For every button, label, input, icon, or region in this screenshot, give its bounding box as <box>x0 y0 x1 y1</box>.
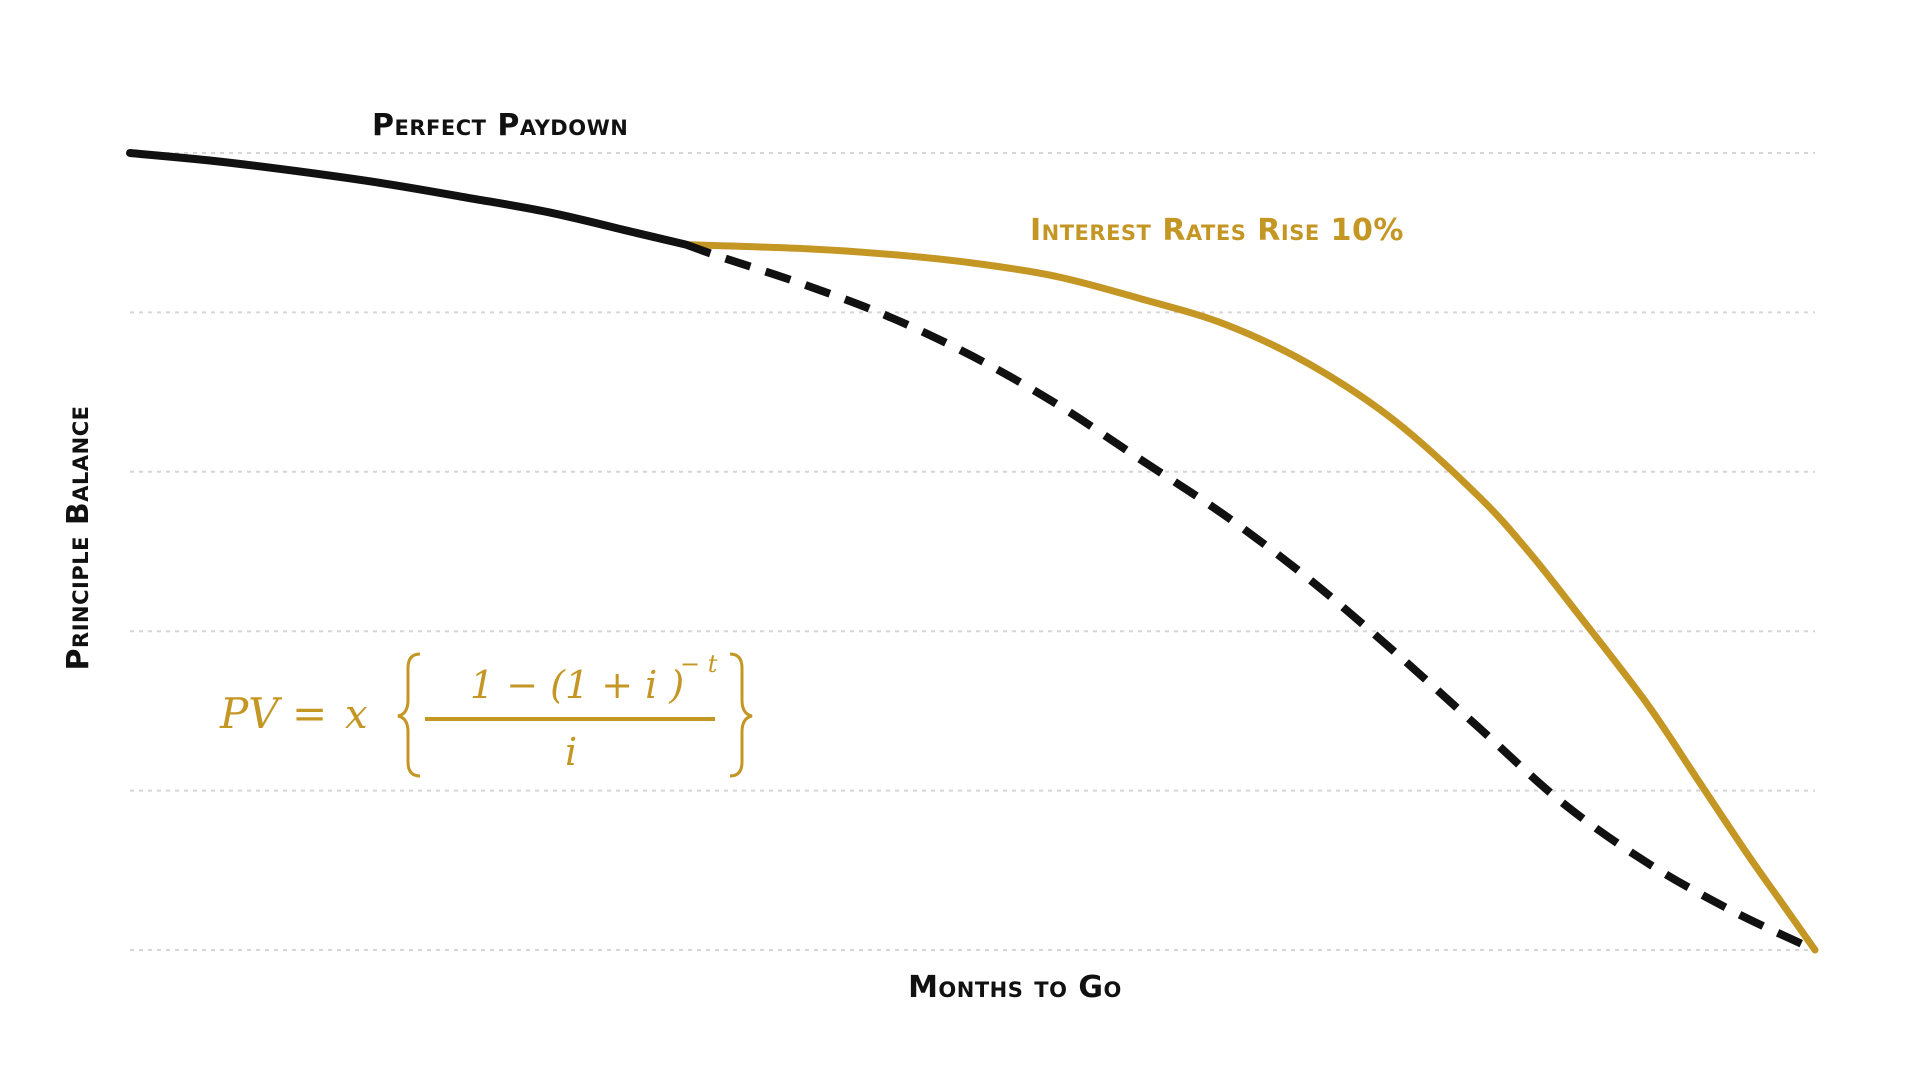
series-line-perfect-paydown-projected <box>684 240 1817 954</box>
formula-exponent: − t <box>680 650 718 678</box>
pv-formula: PV = x 1 − (1 + i ) − t i <box>219 650 753 778</box>
formula-x: x <box>345 692 368 738</box>
formula-right-brace <box>729 652 753 778</box>
annotation-interest-rates-rise: Interest Rates Rise 10% <box>1030 213 1404 248</box>
formula-lhs: PV = <box>219 689 327 738</box>
gridlines <box>130 152 1815 951</box>
series-line-perfect-paydown <box>126 149 691 249</box>
y-axis-label: Principle Balance <box>61 406 96 671</box>
x-axis-label: Months to Go <box>908 970 1122 1005</box>
series-layer <box>126 149 1819 954</box>
formula-left-brace <box>397 652 421 778</box>
series-line-interest-rates-rise <box>682 241 1819 954</box>
annotation-perfect-paydown: Perfect Paydown <box>372 108 628 143</box>
formula-numerator: 1 − (1 + i ) <box>470 663 684 707</box>
formula-denominator: i <box>565 730 577 774</box>
